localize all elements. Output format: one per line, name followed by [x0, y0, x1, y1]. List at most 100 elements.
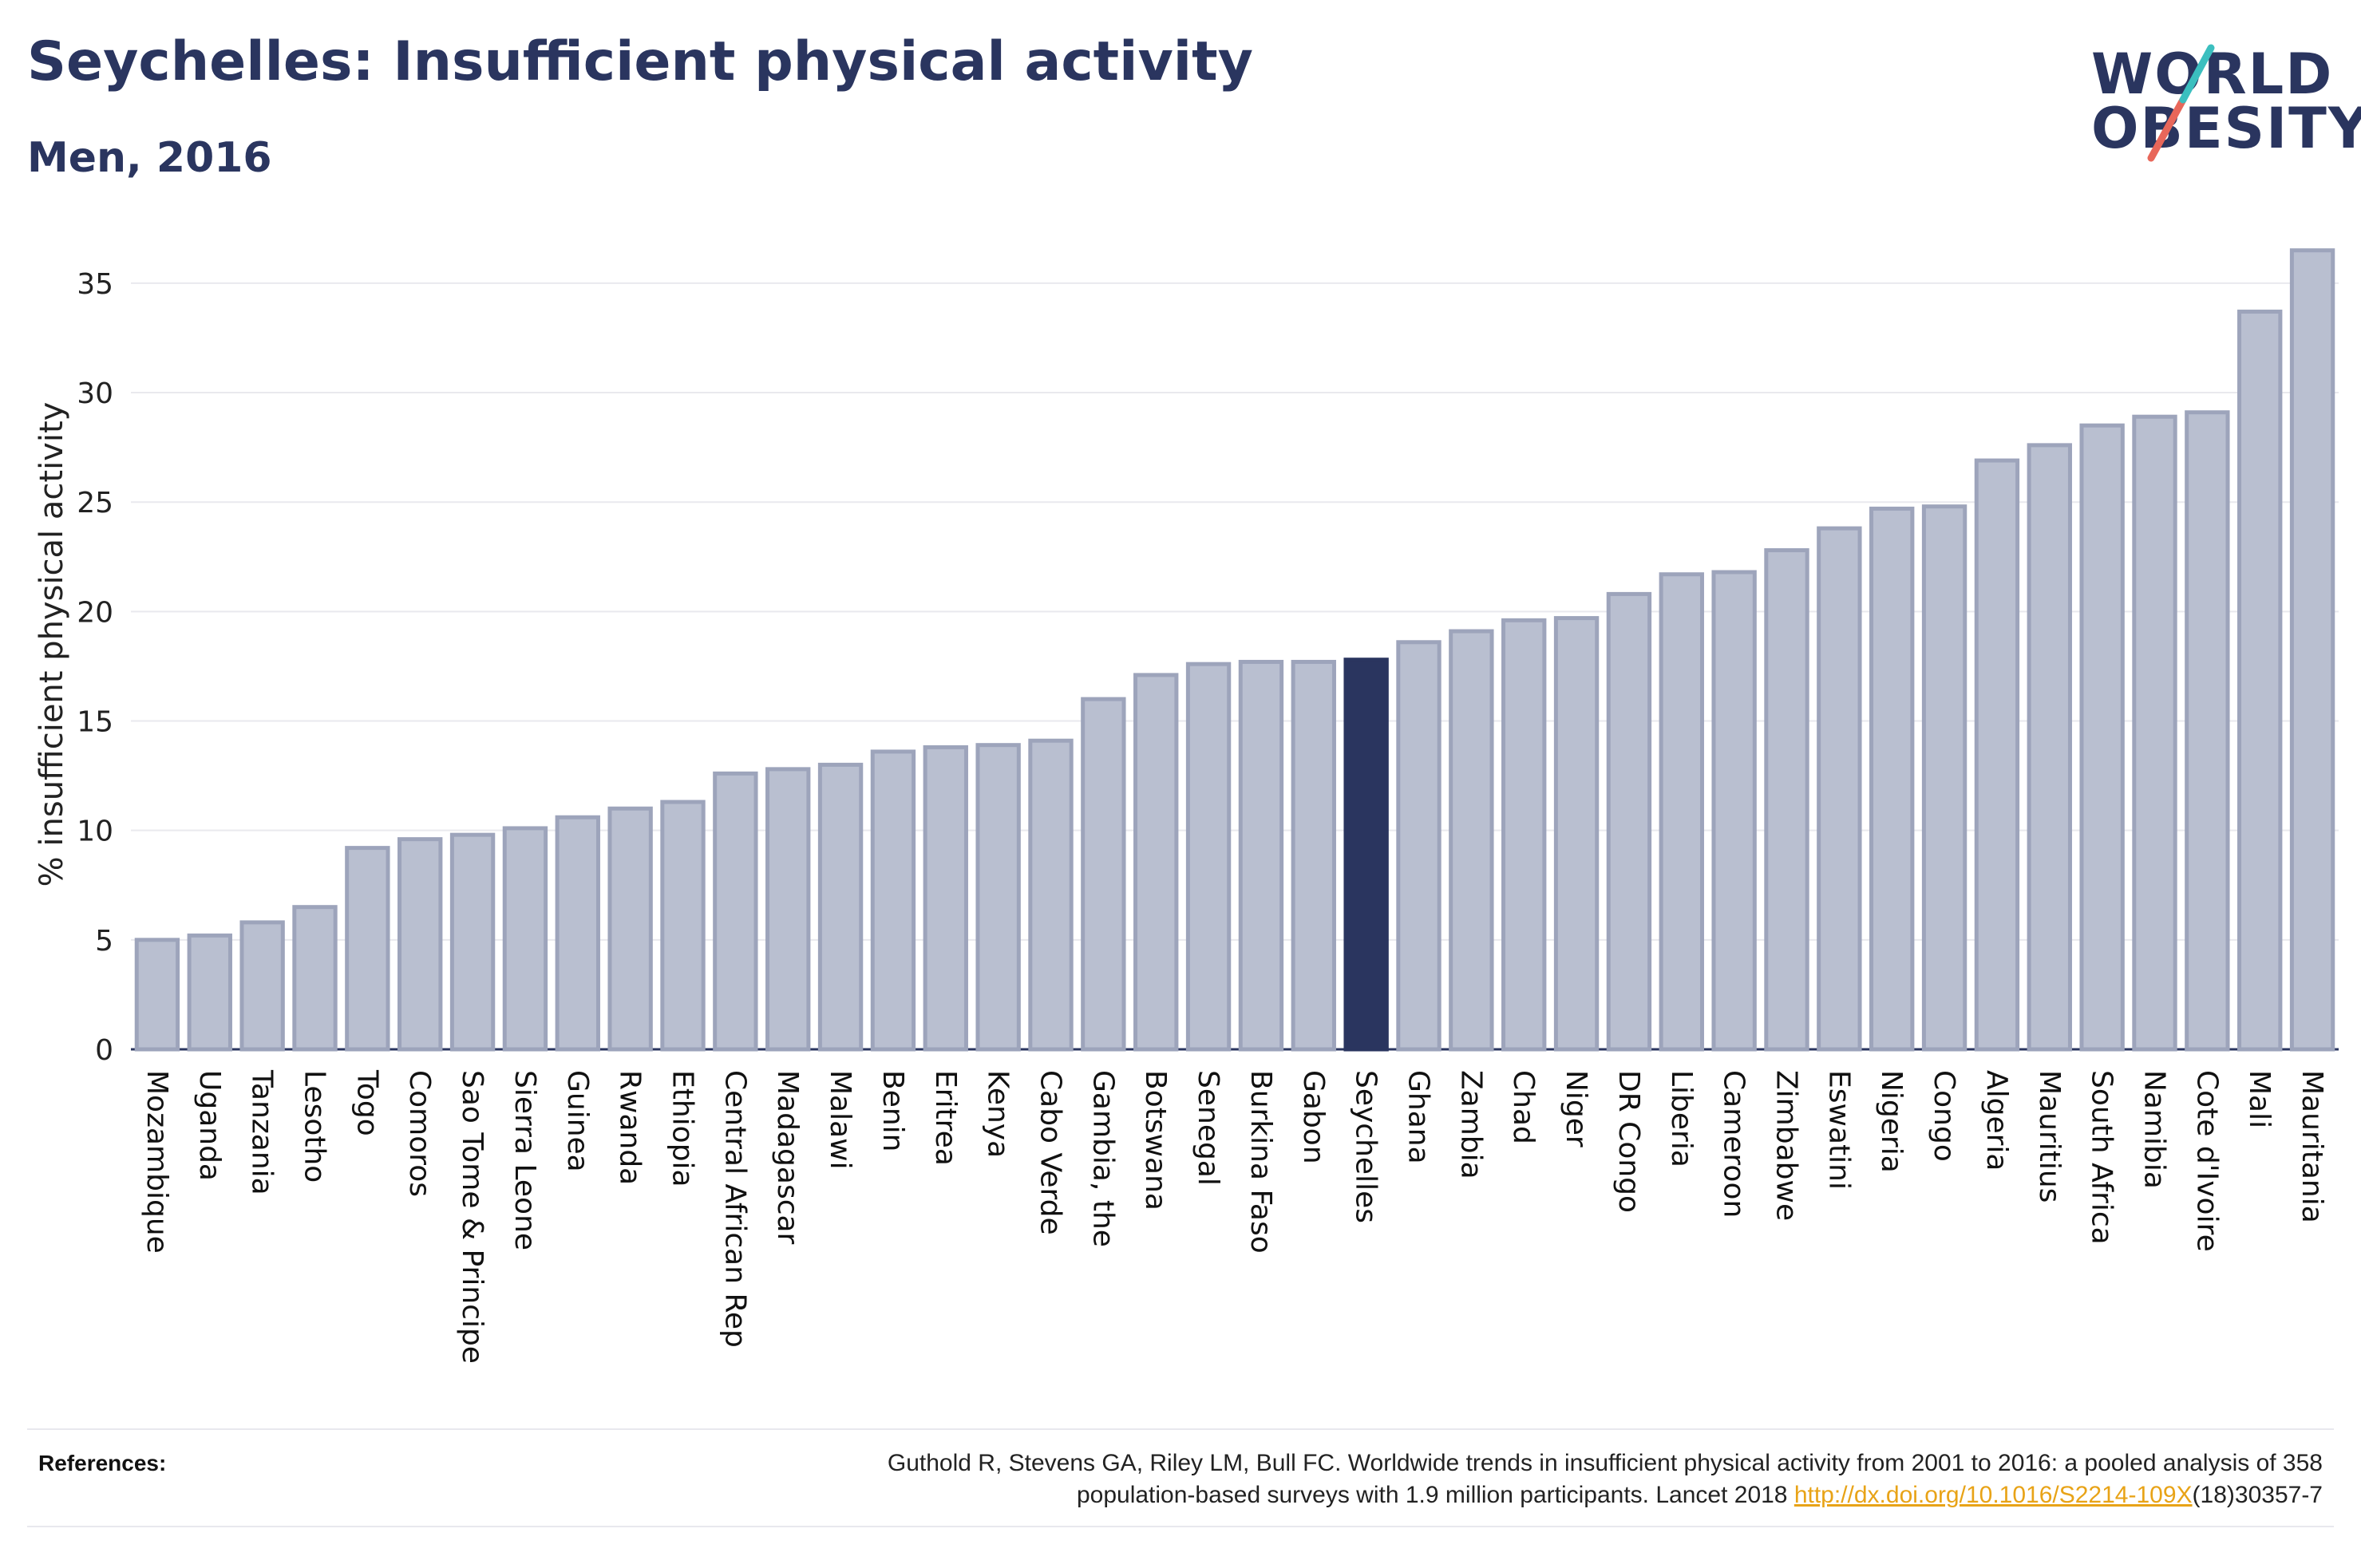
bar [1553, 616, 1600, 1052]
x-tick-label: Lesotho [299, 1070, 331, 1183]
x-tick-label: South Africa [2086, 1070, 2118, 1245]
bar [1501, 618, 1547, 1052]
y-tick-label: 35 [77, 268, 113, 301]
page-subtitle: Men, 2016 [27, 134, 272, 182]
bar [1449, 629, 1494, 1052]
x-tick-label: Guinea [561, 1070, 594, 1172]
x-tick-label: Seychelles [1350, 1070, 1382, 1223]
bar [1133, 673, 1179, 1052]
reference-line-2-end: (18)30357-7 [2192, 1482, 2323, 1508]
bar [502, 826, 548, 1052]
bar [1869, 506, 1915, 1052]
x-tick-label: Kenya [982, 1070, 1014, 1158]
bar [1659, 572, 1704, 1052]
x-tick-label: Botswana [1139, 1070, 1172, 1211]
x-tick-label: Cameroon [1718, 1070, 1750, 1218]
y-tick-label: 15 [77, 706, 113, 739]
bar-highlighted [1343, 658, 1389, 1052]
x-tick-label: DR Congo [1612, 1070, 1645, 1213]
logo-word-2: OBESITY [2091, 96, 2361, 161]
x-tick-label: Cabo Verde [1034, 1070, 1067, 1235]
bar [713, 771, 758, 1052]
references-box: References: Guthold R, Stevens GA, Riley… [27, 1428, 2334, 1527]
doi-link[interactable]: http://dx.doi.org/10.1016/S2214-109X [1793, 1482, 2193, 1508]
bar [765, 767, 811, 1052]
x-tick-label: Benin [876, 1070, 909, 1151]
x-tick-label: Zambia [1454, 1070, 1487, 1179]
reference-line-2: population-based surveys with 1.9 millio… [1076, 1482, 1794, 1508]
x-tick-label: Burkina Faso [1244, 1070, 1277, 1254]
bar [975, 743, 1021, 1052]
bar [1291, 659, 1336, 1052]
bar [1028, 738, 1074, 1052]
y-axis-title: % insufficient physical activity [34, 402, 70, 887]
bar [660, 800, 706, 1052]
bar [1921, 504, 1968, 1052]
bar [2237, 310, 2283, 1052]
x-tick-label: Mauritania [2296, 1070, 2328, 1223]
page-title: Seychelles: Insufficient physical activi… [27, 30, 1253, 93]
bar-chart: 0 5 10 15 20 25 30 35 % insufficient physical ac… [34, 248, 2339, 1364]
bar [817, 762, 864, 1052]
bar [134, 938, 180, 1052]
x-tick-label: Central African Rep [718, 1070, 751, 1348]
x-tick-label: Mozambique [140, 1070, 173, 1254]
x-tick-label: Nigeria [1875, 1070, 1908, 1173]
x-tick-label: Zimbabwe [1770, 1070, 1803, 1221]
bar [1185, 662, 1232, 1052]
bar [1711, 570, 1757, 1052]
bar [1396, 640, 1442, 1052]
x-tick-label: Eswatini [1822, 1070, 1855, 1190]
x-tick-label: Comoros [403, 1070, 436, 1197]
bar [1817, 526, 1862, 1052]
y-tick-label: 30 [77, 377, 113, 410]
y-tick-label: 10 [77, 816, 113, 848]
x-tick-label: Tanzania [246, 1069, 279, 1195]
references-label: References: [38, 1451, 167, 1475]
bar [2185, 410, 2230, 1052]
x-tick-label: Malawi [824, 1070, 856, 1170]
x-tick-label: Ethiopia [666, 1070, 699, 1187]
references-text: Guthold R, Stevens GA, Riley LM, Bull FC… [407, 1448, 2323, 1511]
bar [607, 806, 653, 1052]
bar [397, 837, 443, 1052]
bar [1606, 591, 1652, 1052]
bar [2079, 423, 2125, 1052]
x-tick-label: Togo [350, 1069, 383, 1136]
bar [2289, 248, 2335, 1052]
bar [1238, 659, 1284, 1052]
x-tick-label: Chad [1507, 1070, 1540, 1144]
bar [1081, 697, 1126, 1052]
logo-slash-icon [2147, 44, 2215, 162]
x-tick-label: Sierra Leone [508, 1070, 541, 1250]
x-tick-label: Ghana [1402, 1070, 1435, 1164]
reference-line-1: Guthold R, Stevens GA, Riley LM, Bull FC… [887, 1450, 2323, 1476]
bar [239, 920, 285, 1052]
bar [292, 905, 338, 1052]
x-tick-label: Liberia [1665, 1070, 1698, 1167]
x-tick-label: Senegal [1192, 1070, 1224, 1186]
x-tick-label: Mauritius [2033, 1070, 2066, 1203]
bar [923, 745, 968, 1052]
x-tick-label: Sao Tome & Principe [456, 1070, 488, 1364]
x-tick-label: Uganda [193, 1070, 226, 1181]
bar [449, 832, 496, 1052]
x-tick-label: Gabon [1297, 1070, 1330, 1164]
x-tick-label: Niger [1560, 1070, 1592, 1147]
bar [1974, 458, 2020, 1052]
x-tick-label: Eritrea [929, 1070, 962, 1166]
y-tick-label: 0 [95, 1034, 113, 1067]
world-obesity-logo: WORLD OBESITY [2075, 24, 2361, 168]
x-tick-label: Mali [2243, 1070, 2276, 1128]
x-tick-label: Algeria [1980, 1070, 2013, 1171]
bar [2132, 414, 2177, 1052]
x-tick-label: Rwanda [614, 1070, 647, 1185]
x-tick-label: Gambia, the [1086, 1070, 1119, 1247]
bar [870, 749, 916, 1052]
bar [2027, 443, 2072, 1052]
y-tick-label: 20 [77, 596, 113, 629]
x-tick-label: Cote d'Ivoire [2190, 1070, 2223, 1252]
bar [1764, 548, 1809, 1052]
y-tick-label: 5 [95, 925, 113, 958]
x-tick-label: Congo [1928, 1070, 1960, 1162]
